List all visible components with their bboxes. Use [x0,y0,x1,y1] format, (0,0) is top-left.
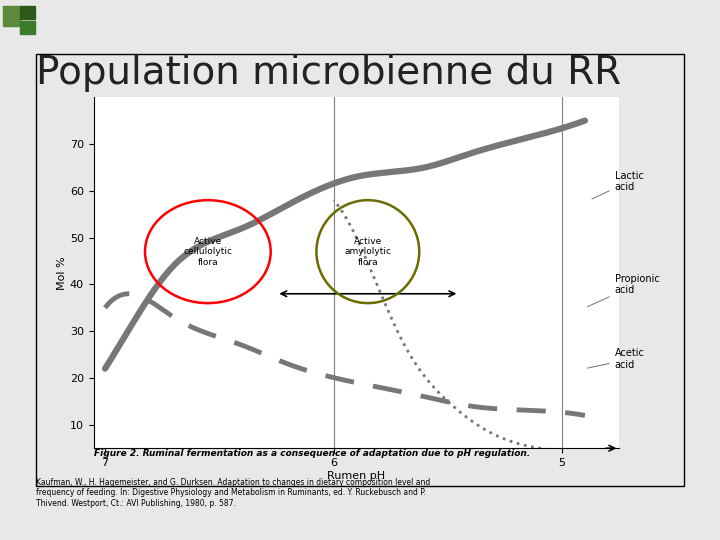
Text: Population microbienne du RR: Population microbienne du RR [36,54,621,92]
Bar [3,5,20,26]
Text: Kaufman, W., H. Hagemeister, and G. Durksen. Adaptation to changes in dietary co: Kaufman, W., H. Hagemeister, and G. Durk… [36,478,431,508]
Text: Acetic
acid: Acetic acid [588,348,644,370]
Bar [20,21,35,34]
Text: Propionic
acid: Propionic acid [588,274,660,307]
Text: Lactic
acid: Lactic acid [592,171,644,199]
Y-axis label: Mol %: Mol % [57,256,67,289]
Text: Active
cellulolytic
flora: Active cellulolytic flora [184,237,233,267]
Text: Figure 2. Ruminal fermentation as a consequence of adaptation due to pH regulati: Figure 2. Ruminal fermentation as a cons… [94,449,530,458]
Bar [20,5,35,19]
Text: Active
amylolytic
flora: Active amylolytic flora [344,237,392,267]
X-axis label: Rumen pH: Rumen pH [328,471,385,481]
